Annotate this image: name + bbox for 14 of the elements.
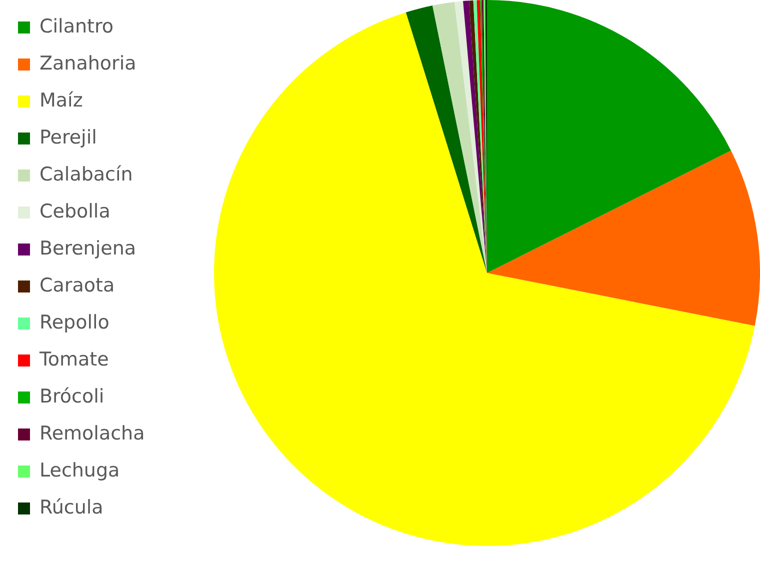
- legend-label: Repollo: [40, 311, 110, 334]
- legend-label: Tomate: [38, 348, 109, 370]
- legend-label: Zanahoria: [40, 52, 136, 74]
- legend-label: Remolacha: [40, 422, 145, 444]
- legend-label: Caraota: [40, 274, 115, 296]
- legend-label: Calabacín: [40, 163, 133, 186]
- legend-label: Rúcula: [40, 496, 104, 518]
- legend-label: Cebolla: [40, 200, 110, 222]
- legend-label: Brócoli: [40, 385, 104, 408]
- legend-label: Maíz: [40, 89, 83, 112]
- legend-label: Berenjena: [40, 237, 136, 260]
- legend-label: Lechuga: [40, 459, 120, 482]
- legend-label: Cilantro: [40, 15, 114, 38]
- legend-label: Perejil: [40, 126, 97, 148]
